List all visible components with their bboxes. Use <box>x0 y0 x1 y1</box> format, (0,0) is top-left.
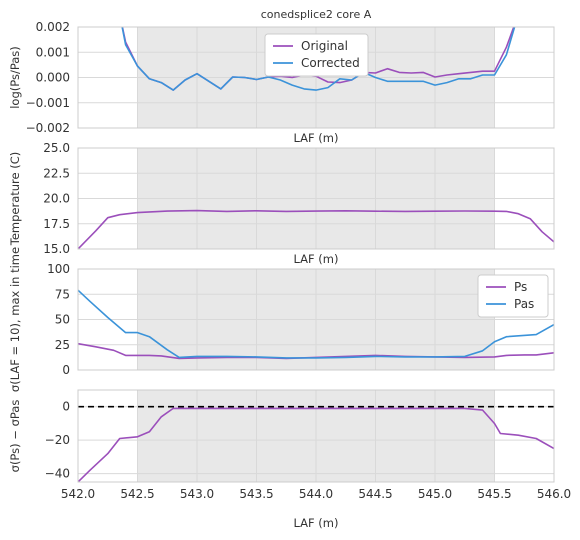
sigma-max-xlabel: LAF (m) <box>294 252 339 266</box>
log-ratio-frame <box>77 26 555 129</box>
panel-sigma-difference: −40 −20 0 σ(Ps) − σPas LAF (m) 542.0 542.5 543.… <box>8 389 571 530</box>
log-ratio-ylabel: log(Ps/Pas) <box>8 46 22 109</box>
sigma-max-series-pas <box>78 289 554 359</box>
temperature-ytick-label: 20.0 <box>43 192 70 206</box>
sigma-difference-xtick-label: 543.5 <box>239 487 273 501</box>
temperature-ytick-label: 25.0 <box>43 141 70 155</box>
sigma-difference-xtick-label: 542.5 <box>120 487 154 501</box>
figure-title: conedsplice2 core A <box>261 8 372 21</box>
sigma-difference-ytick-label: −20 <box>45 433 70 447</box>
temperature-ytick-label: 22.5 <box>43 166 70 180</box>
log-ratio-ytick-label: −0.001 <box>26 96 70 110</box>
sigma-max-ytick-label: 75 <box>55 287 70 301</box>
log-ratio-legend-label: Corrected <box>301 56 360 70</box>
log-ratio-legend-label: Original <box>301 39 348 53</box>
log-ratio-series-corrected <box>121 27 516 91</box>
sigma-difference-xtick-label: 545.5 <box>477 487 511 501</box>
log-ratio-ytick-label: −0.002 <box>26 121 70 135</box>
log-ratio-ytick-label: 0.002 <box>36 20 70 34</box>
sigma-difference-xtick-label: 542.0 <box>61 487 95 501</box>
sigma-difference-series-0 <box>78 407 554 482</box>
sigma-difference-ytick-label: −40 <box>45 467 70 481</box>
temperature-ytick-label: 17.5 <box>43 217 70 231</box>
sigma-max-legend-label: Pas <box>514 297 534 311</box>
panel-log-ratio: −0.002 −0.001 0.000 0.001 0.002 log(Ps/Pas) Or… <box>8 20 555 135</box>
temperature-ylabel: Temperature (C) <box>8 152 22 247</box>
temperature-frame <box>77 147 555 250</box>
sigma-max-ytick-label: 100 <box>47 262 70 276</box>
sigma-max-legend-label: Ps <box>514 280 527 294</box>
panel-sigma-max: 0 25 50 75 100 σ(LAF = 10), max in time LAF (m… <box>8 247 555 392</box>
sigma-difference-xtick-label: 544.5 <box>358 487 392 501</box>
temperature-series-0 <box>78 209 554 249</box>
log-ratio-ytick-label: 0.000 <box>36 71 70 85</box>
sigma-difference-xlabel: LAF (m) <box>294 516 339 530</box>
panel-temperature: 15.0 17.5 20.0 22.5 25.0 Temperature (C) LAF (… <box>8 131 555 256</box>
temperature-ytick-label: 15.0 <box>43 242 70 256</box>
sigma-max-legend <box>477 274 549 318</box>
sigma-difference-frame <box>77 389 555 483</box>
sigma-difference-xtick-label: 543.0 <box>180 487 214 501</box>
sigma-max-frame <box>77 268 555 371</box>
sigma-difference-xtick-label: 545.0 <box>418 487 452 501</box>
sigma-max-ytick-label: 0 <box>62 363 70 377</box>
sigma-difference-ylabel: σ(Ps) − σPas <box>8 400 22 473</box>
sigma-difference-ytick-label: 0 <box>62 400 70 414</box>
log-ratio-legend <box>264 33 369 77</box>
sigma-max-ytick-label: 25 <box>55 338 70 352</box>
temperature-xlabel: LAF (m) <box>294 131 339 145</box>
log-ratio-ytick-label: 0.001 <box>36 45 70 59</box>
sigma-difference-xtick-label: 546.0 <box>537 487 571 501</box>
sigma-max-ytick-label: 50 <box>55 313 70 327</box>
sigma-difference-xtick-label: 544.0 <box>299 487 333 501</box>
sigma-max-ylabel: σ(LAF = 10), max in time <box>8 247 22 392</box>
